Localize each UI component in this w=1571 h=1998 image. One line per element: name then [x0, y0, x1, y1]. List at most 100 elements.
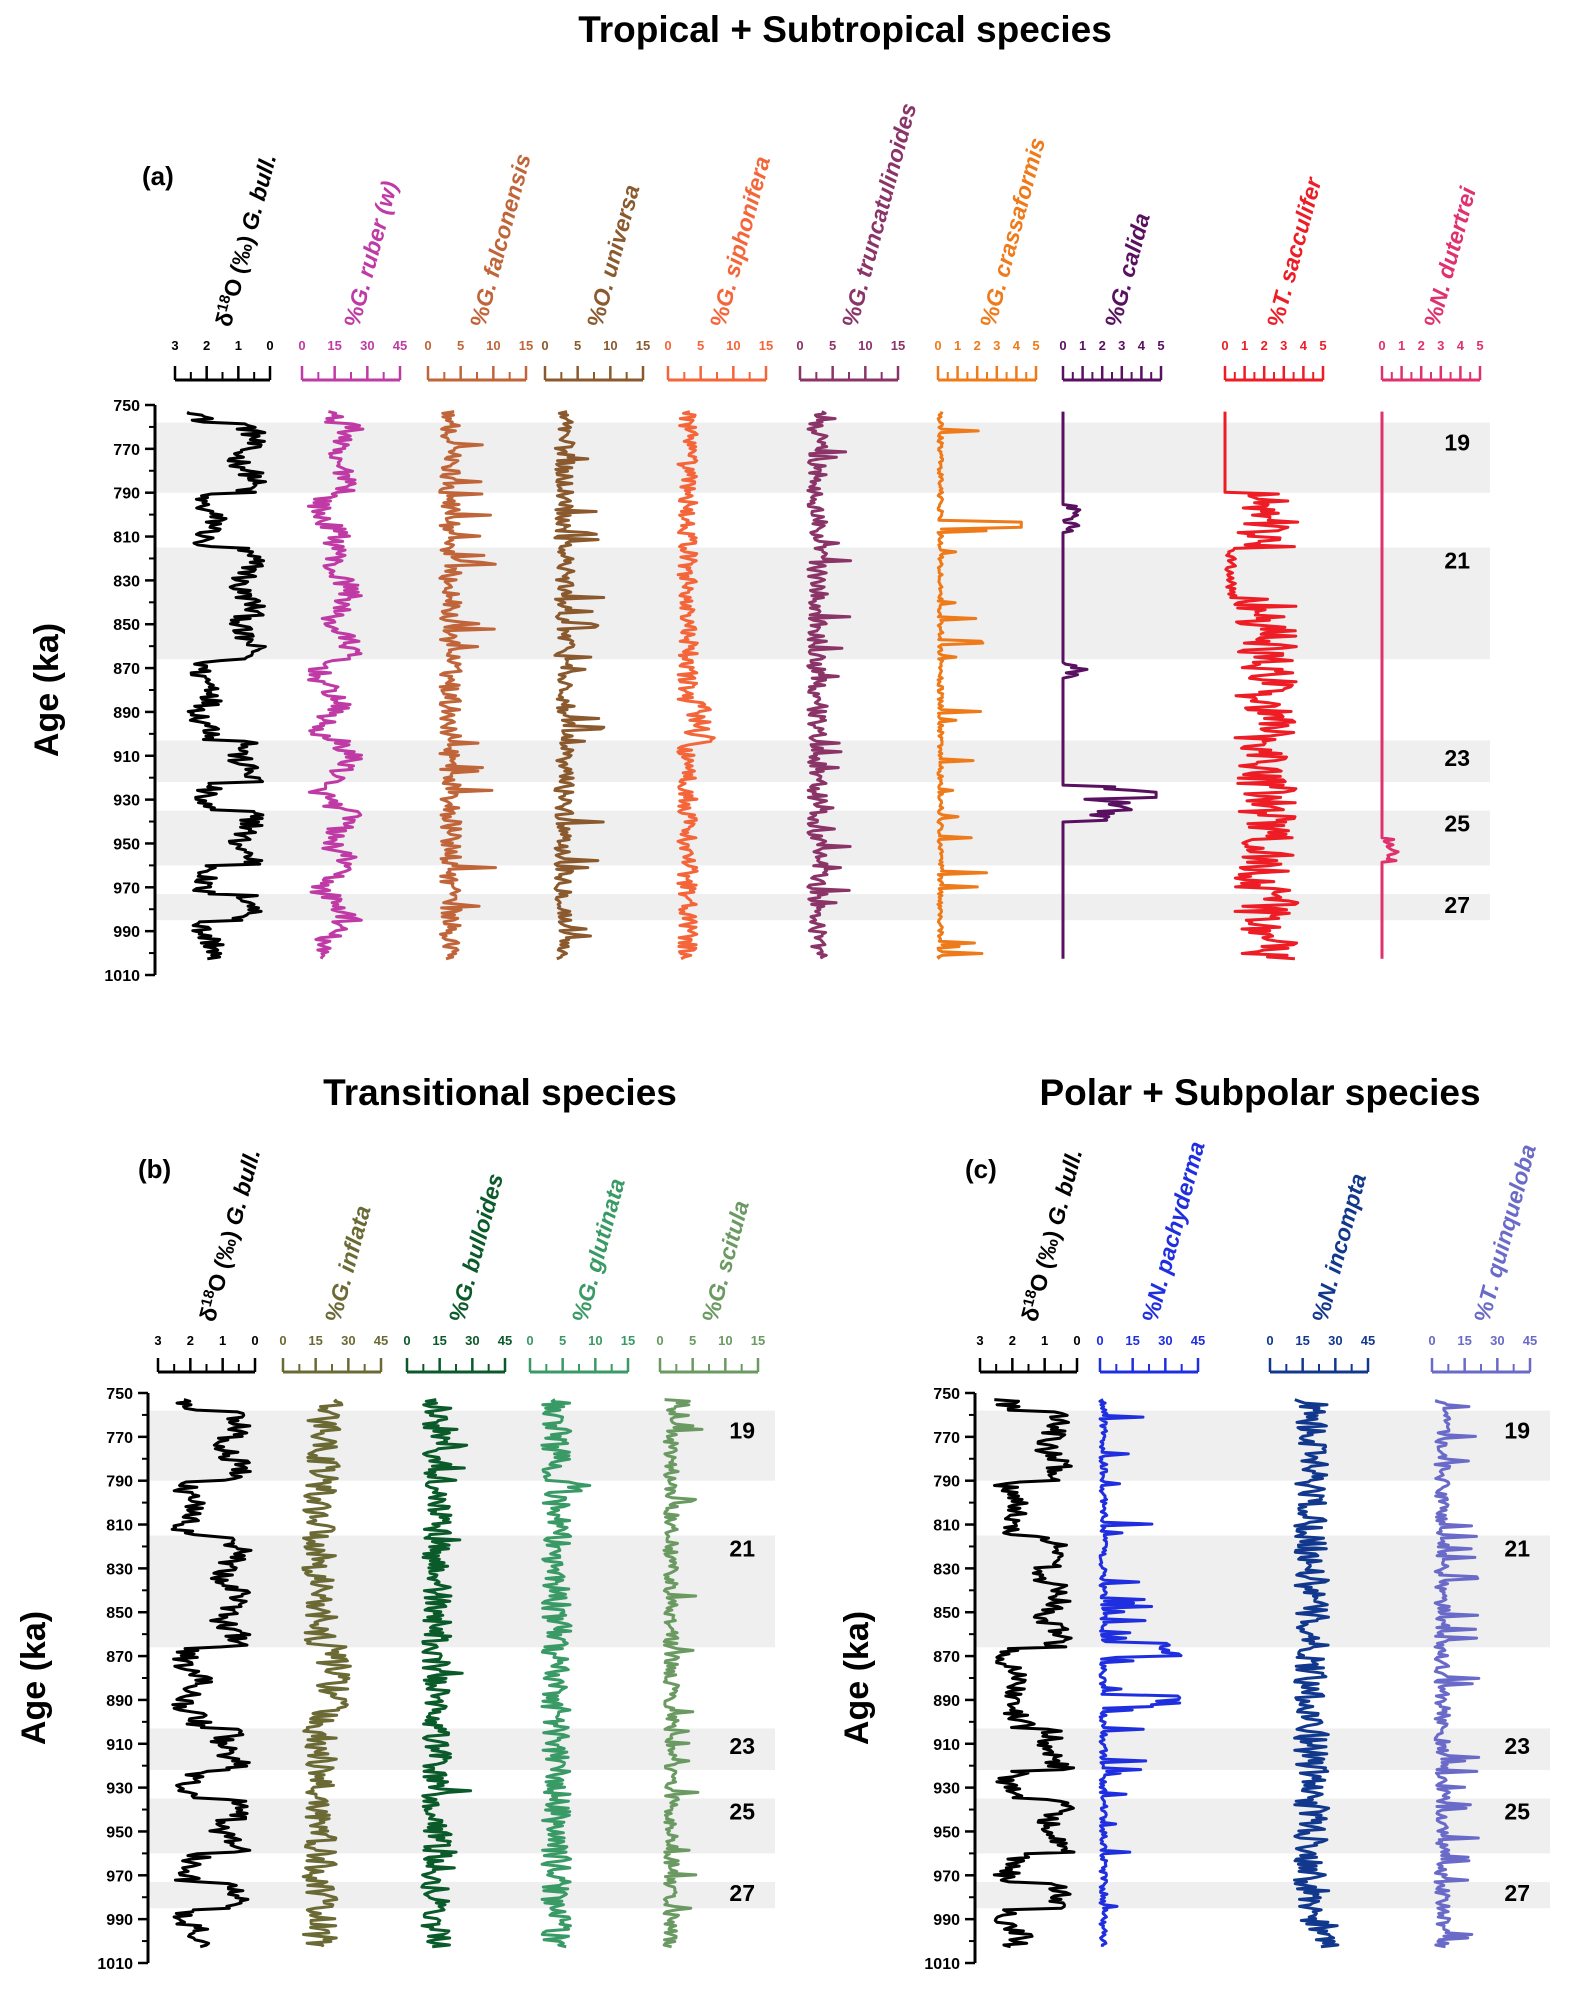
x-tick-label: 2 [1099, 338, 1106, 353]
x-tick-label: 0 [1073, 1333, 1080, 1348]
series-label-main: O (‰) [1024, 1221, 1067, 1294]
series-label: %O. universa [582, 182, 645, 330]
y-tick-label: 790 [106, 1474, 133, 1491]
x-tick-label: 1 [1079, 338, 1086, 353]
x-tick-label: 0 [541, 338, 548, 353]
series-label: %G. inflata [320, 1203, 376, 1325]
x-tick-label: 0 [1221, 338, 1228, 353]
mis-label: 25 [1444, 811, 1470, 837]
x-tick-label: 3 [1280, 338, 1287, 353]
series-label: %G. scitula [697, 1198, 754, 1325]
series-label-italic: N. dutertrei [1424, 184, 1481, 310]
series-label-sup: 18 [198, 1288, 219, 1309]
mis-label: 25 [1504, 1799, 1530, 1825]
series-label-sup: 18 [1020, 1288, 1041, 1309]
panel-c: Polar + Subpolar species (c) 750 770 790 810 8… [838, 1072, 1550, 1973]
mis-label: 23 [1504, 1733, 1530, 1759]
x-tick-label: 2 [1418, 338, 1425, 353]
x-tick-label: 0 [424, 338, 431, 353]
series-line [992, 1398, 1076, 1949]
x-tick-label: 15 [308, 1333, 322, 1348]
x-tick-label: 2 [187, 1333, 194, 1348]
x-tick-label: 5 [559, 1333, 566, 1348]
x-tick-label: 5 [689, 1333, 696, 1348]
y-tick-label: 990 [113, 924, 140, 941]
y-tick-label: 750 [113, 398, 140, 415]
x-tick-label: 10 [486, 338, 500, 353]
mis-label: 27 [1444, 892, 1470, 918]
y-tick-label: 1010 [97, 1956, 133, 1973]
series-label-italic: G. inflata [325, 1203, 376, 1305]
series-label-italic: T. quinqueloba [1474, 1141, 1541, 1304]
y-tick-label: 870 [106, 1649, 133, 1666]
x-tick-label: 0 [279, 1333, 286, 1348]
x-tick-label: 45 [393, 338, 407, 353]
panel-a: Tropical + Subtropical species (a) 750 770 7… [28, 9, 1490, 985]
x-tick-label: 30 [341, 1333, 355, 1348]
series-label-italic: G. scitula [702, 1198, 754, 1305]
x-tick-label: 15 [751, 1333, 765, 1348]
x-tick-label: 5 [457, 338, 464, 353]
y-tick-label: 990 [106, 1912, 133, 1929]
x-tick-label: 15 [1295, 1333, 1309, 1348]
series-label: δ18O (‰) G. bull. [194, 1146, 265, 1324]
y-tick-label: 830 [933, 1561, 960, 1578]
x-tick-label: 2 [1009, 1333, 1016, 1348]
x-tick-label: 15 [621, 1333, 635, 1348]
x-tick-label: 4 [1300, 338, 1308, 353]
x-tick-label: 5 [829, 338, 836, 353]
series-label: δ18O (‰) G. bull. [210, 151, 281, 329]
x-tick-label: 45 [1361, 1333, 1375, 1348]
x-tick-label: 15 [1457, 1333, 1471, 1348]
series-label-italic: N. pachyderma [1142, 1138, 1210, 1304]
y-tick-label: 930 [106, 1781, 133, 1798]
series-line [420, 1398, 473, 1949]
series-label: %N. dutertrei [1419, 184, 1481, 330]
series-label: %G. truncatulinoides [837, 100, 922, 329]
x-tick-label: 15 [327, 338, 341, 353]
y-tick-label: 750 [106, 1386, 133, 1403]
y-tick-label: 930 [933, 1781, 960, 1798]
y-tick-label: 830 [113, 573, 140, 590]
series-label-italic: G. calida [1105, 210, 1155, 310]
y-axis-label: Age (ka) [28, 623, 66, 757]
x-tick-label: 3 [1118, 338, 1125, 353]
x-tick-label: 45 [498, 1333, 512, 1348]
series-label-main: O (‰) [218, 226, 261, 299]
x-tick-label: 5 [574, 338, 581, 353]
x-tick-label: 1 [235, 338, 242, 353]
x-tick-label: 3 [993, 338, 1000, 353]
mis-label: 19 [1444, 429, 1470, 455]
x-tick-label: 5 [1032, 338, 1039, 353]
x-tick-label: 1 [1041, 1333, 1048, 1348]
series-label: %G. calida [1100, 210, 1155, 329]
y-tick-label: 950 [113, 836, 140, 853]
y-tick-label: 990 [933, 1912, 960, 1929]
x-tick-label: 1 [954, 338, 961, 353]
x-tick-label: 10 [588, 1333, 602, 1348]
y-tick-label: 870 [113, 661, 140, 678]
panel-label: (b) [138, 1154, 171, 1184]
x-tick-label: 15 [636, 338, 650, 353]
series-label: %G. glutinata [567, 1175, 630, 1324]
series-label: %T. sacculifer [1262, 174, 1327, 330]
series-line [186, 410, 267, 961]
x-tick-label: 0 [796, 338, 803, 353]
series-label: %G. falconensis [465, 151, 536, 329]
y-tick-label: 810 [933, 1518, 960, 1535]
series-label-italic: G. siphonifera [710, 153, 775, 309]
x-tick-label: 0 [656, 1333, 663, 1348]
x-tick-label: 3 [1437, 338, 1444, 353]
x-tick-label: 15 [1125, 1333, 1139, 1348]
y-tick-label: 770 [113, 442, 140, 459]
y-tick-label: 930 [113, 793, 140, 810]
mis-label: 27 [1504, 1880, 1530, 1906]
series-label-italic: G. bulloides [449, 1171, 508, 1305]
series-label-italic: G. bull. [1042, 1146, 1087, 1228]
x-tick-label: 0 [664, 338, 671, 353]
series-line [1061, 411, 1158, 959]
y-tick-label: 750 [933, 1386, 960, 1403]
x-tick-label: 10 [603, 338, 617, 353]
y-axis-label: Age (ka) [838, 1611, 876, 1745]
series-label: %T. quinqueloba [1469, 1141, 1541, 1324]
